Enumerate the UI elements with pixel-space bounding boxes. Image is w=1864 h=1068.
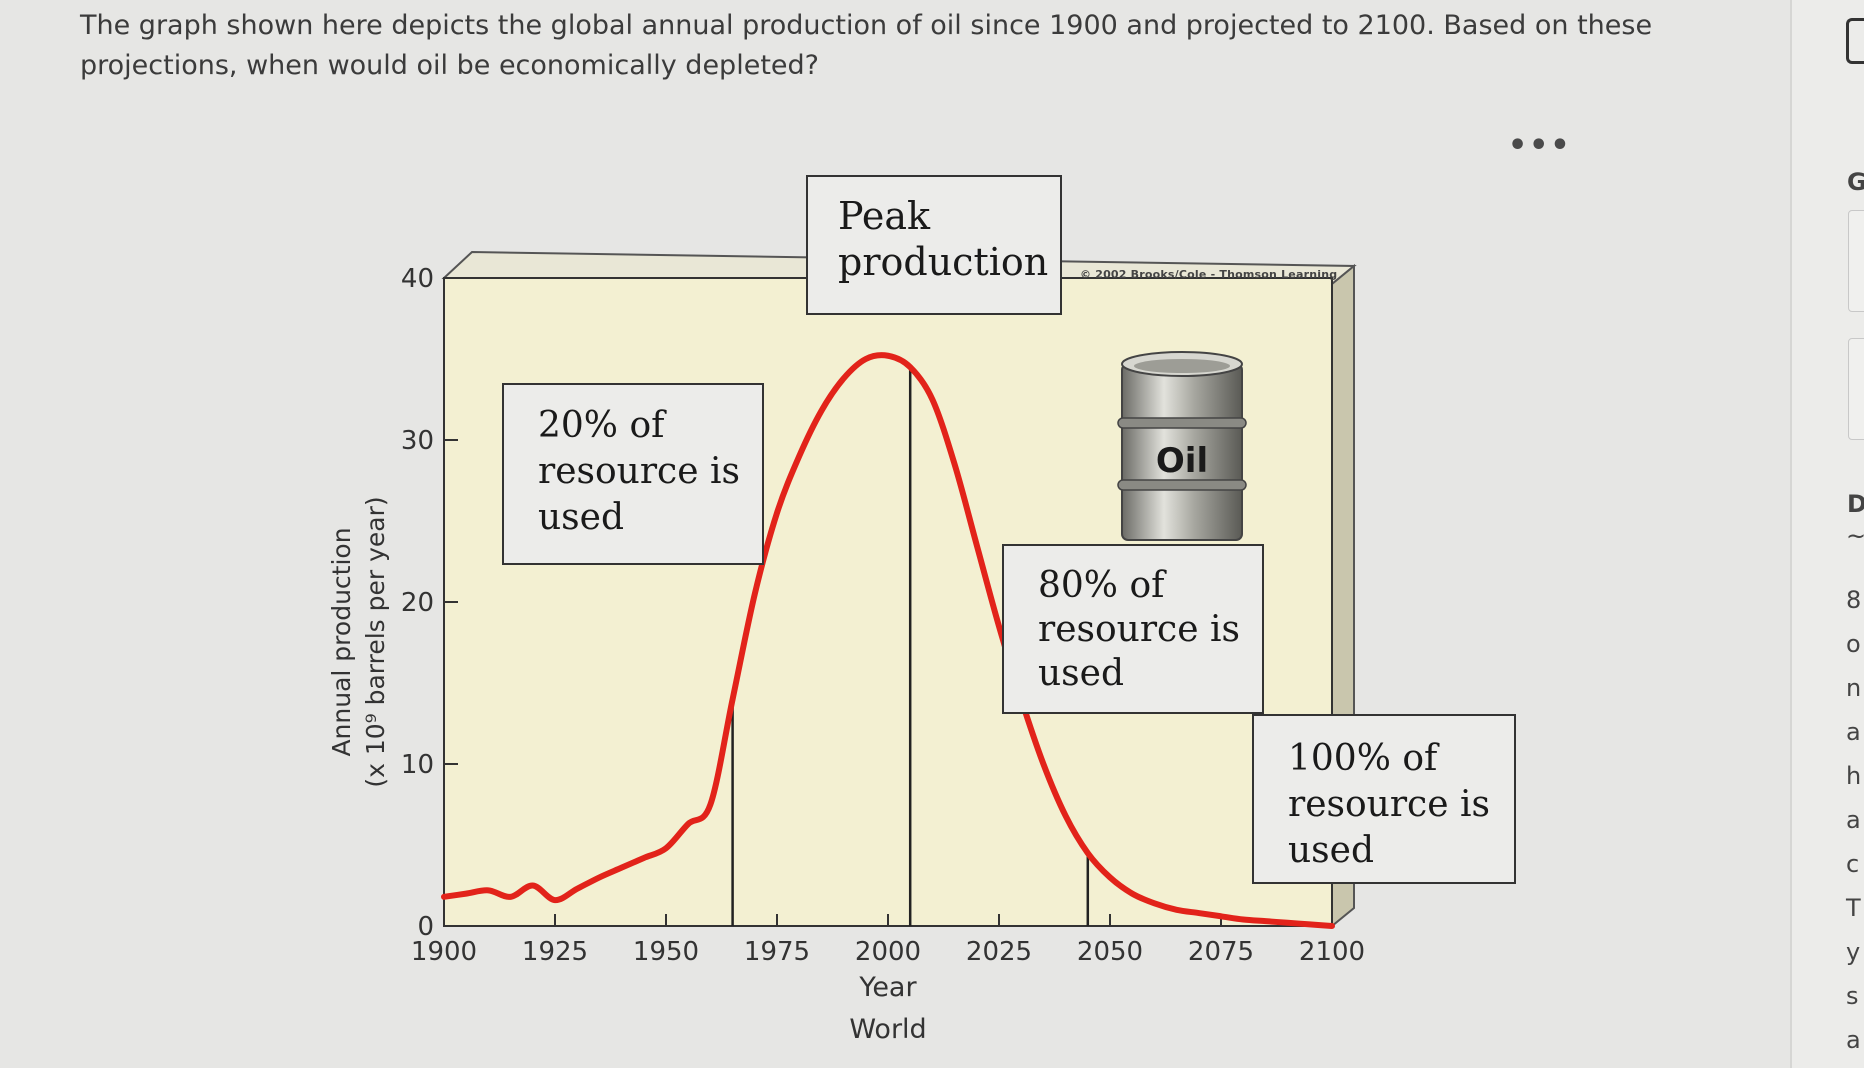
panel-letter: y: [1846, 938, 1861, 966]
callout-80-percent: 80% of resource is used: [1002, 544, 1264, 714]
x-tick-label: 1900: [411, 937, 477, 967]
x-tick-label: 2050: [1077, 937, 1143, 967]
y-axis-label-units: (x 10⁹ barrels per year): [361, 496, 390, 787]
callout-line: 100% of: [1288, 738, 1438, 779]
callout-line: resource is: [1288, 784, 1490, 825]
y-tick-label: 10: [401, 750, 434, 780]
x-tick-label: 2000: [855, 937, 921, 967]
callout-100-percent: 100% of resource is used: [1252, 714, 1516, 884]
callout-line: used: [1038, 653, 1125, 694]
callout-line: 80% of: [1038, 565, 1165, 606]
callout-line: resource is: [1038, 609, 1240, 650]
panel-letter: ~: [1846, 522, 1864, 550]
callout-peak-production: Peak production: [806, 175, 1062, 315]
x-tick-label: 1975: [744, 937, 810, 967]
panel-letter: o: [1846, 630, 1861, 658]
copyright-notice: © 2002 Brooks/Cole - Thomson Learning: [1080, 268, 1338, 281]
panel-letter: a: [1846, 1026, 1861, 1054]
axes: 1900 1925 1950 1975 2000 2025 2050 2075 2100 0 10 2…: [327, 264, 1365, 1045]
y-axis-label: Annual production: [327, 527, 356, 756]
barrel-label: Oil: [1156, 441, 1208, 481]
panel-letter: 8: [1846, 586, 1862, 614]
panel-letter: a: [1846, 806, 1861, 834]
x-tick-label: 1950: [633, 937, 699, 967]
callout-line: used: [1288, 830, 1375, 871]
panel-field[interactable]: [1848, 338, 1864, 440]
y-tick-label: 30: [401, 426, 434, 456]
panel-field[interactable]: [1848, 210, 1864, 312]
panel-letter: T: [1846, 894, 1861, 922]
callout-line: used: [538, 497, 625, 538]
more-options-icon[interactable]: •••: [1508, 128, 1572, 163]
callout-line: resource is: [538, 451, 740, 492]
panel-letter: s: [1846, 982, 1859, 1010]
y-tick-label: 40: [401, 264, 434, 294]
right-panel: G D ~ 8 o n a h a c T y s a: [1790, 0, 1864, 1068]
x-tick-label: 2025: [966, 937, 1032, 967]
question-text: The graph shown here depicts the global …: [80, 10, 1653, 81]
panel-letter: h: [1846, 762, 1862, 790]
y-tick-label: 20: [401, 588, 434, 618]
panel-letter: a: [1846, 718, 1861, 746]
y-tick-label: 0: [417, 912, 434, 942]
callout-20-percent: 20% of resource is used: [502, 383, 764, 565]
marker-lines: [731, 367, 1090, 926]
callout-line: Peak: [838, 194, 931, 238]
x-tick-label: 2100: [1299, 937, 1365, 967]
panel-toggle-icon[interactable]: [1846, 18, 1864, 64]
x-axis-label: Year: [858, 972, 917, 1003]
callout-line: production: [838, 240, 1049, 284]
x-tick-label: 2075: [1188, 937, 1254, 967]
panel-letter: c: [1846, 850, 1860, 878]
x-tick-label: 1925: [522, 937, 588, 967]
production-curve: [441, 352, 1335, 929]
panel-letter: G: [1847, 168, 1864, 196]
panel-letter: D: [1847, 490, 1864, 518]
callout-line: 20% of: [538, 405, 665, 446]
oil-barrel-icon: Oil: [1117, 351, 1247, 541]
panel-letter: n: [1846, 674, 1862, 702]
chart-subtitle: World: [849, 1014, 926, 1045]
